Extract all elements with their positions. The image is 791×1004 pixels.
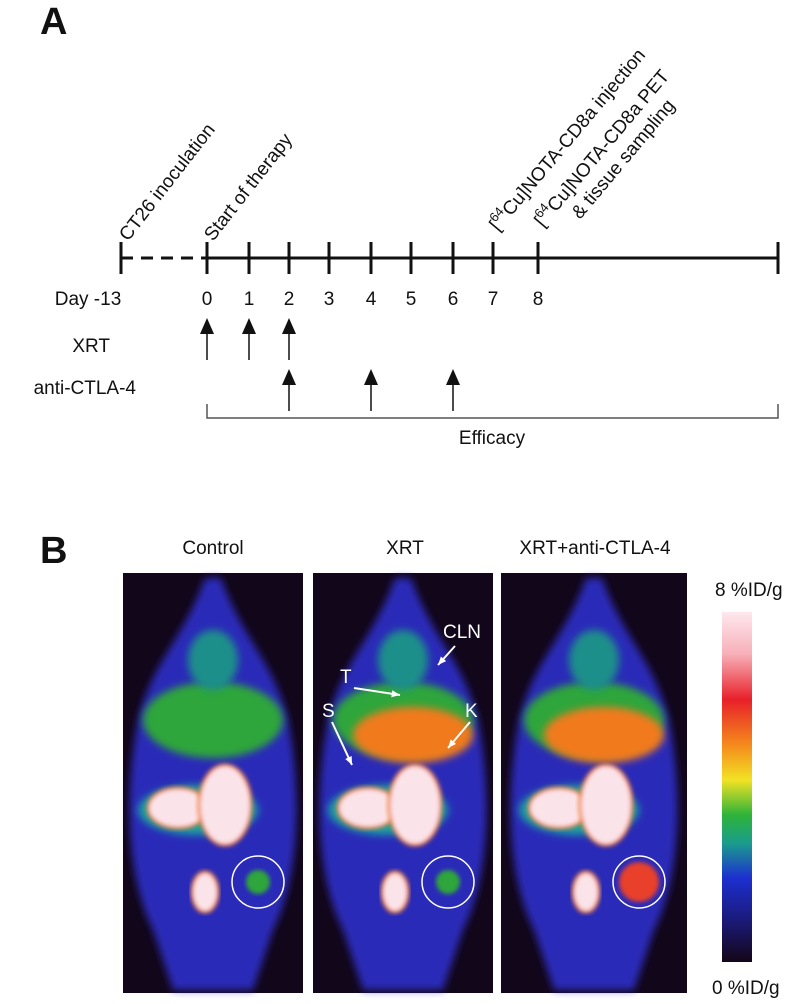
bladder <box>380 870 410 914</box>
arrow-head <box>282 318 296 334</box>
bladder <box>571 870 601 914</box>
day-label: 1 <box>244 289 255 310</box>
tumor-outline <box>612 855 666 909</box>
day-label: 8 <box>533 289 544 310</box>
scale-min: 0 %ID/g <box>712 978 780 999</box>
annotation-arrowhead <box>345 756 352 765</box>
annotation-arrowhead <box>438 656 447 665</box>
image-title: Control <box>182 538 243 559</box>
scale-max: 8 %ID/g <box>715 580 783 601</box>
panel-label: A <box>40 1 67 43</box>
image-title: XRT <box>386 538 424 559</box>
tumor-uptake <box>246 870 270 894</box>
panel-label: B <box>40 530 67 572</box>
colorbar <box>722 612 752 962</box>
row-label: anti-CTLA-4 <box>34 378 137 399</box>
pet-image <box>123 573 303 993</box>
uptake <box>143 682 283 758</box>
annotation: S <box>322 701 335 722</box>
kidney <box>387 763 443 847</box>
annotation: K <box>465 701 478 722</box>
image-title: XRT+anti-CTLA-4 <box>519 538 671 559</box>
kidney <box>197 763 253 847</box>
uptake <box>544 707 664 763</box>
day-label: 7 <box>488 289 499 310</box>
row-label: XRT <box>72 336 110 357</box>
arrow-head <box>446 369 460 385</box>
tumor-outline <box>421 855 475 909</box>
tumor-uptake <box>619 862 659 902</box>
tumor-uptake <box>436 870 460 894</box>
annotation-arrowhead <box>448 739 457 748</box>
arrow-head <box>200 318 214 334</box>
day-label: 3 <box>324 289 335 310</box>
pet-image <box>501 573 687 993</box>
image-content <box>129 578 297 990</box>
efficacy-label: Efficacy <box>459 428 526 449</box>
day-label: 0 <box>202 289 213 310</box>
arrow-head <box>364 369 378 385</box>
bladder <box>190 870 220 914</box>
day-label: 4 <box>366 289 377 310</box>
annotation-arrowhead <box>391 690 400 698</box>
day-label: 5 <box>406 289 417 310</box>
annotation: CLN <box>443 622 481 643</box>
annotation: T <box>340 667 352 688</box>
pet-image <box>313 573 493 993</box>
uptake <box>378 630 428 690</box>
image-content <box>510 578 678 990</box>
day-label: 6 <box>448 289 459 310</box>
event-label: Start of therapy <box>200 129 297 245</box>
uptake <box>188 630 238 690</box>
tumor-outline <box>231 855 285 909</box>
day-label: Day -13 <box>55 289 122 310</box>
day-label: 2 <box>284 289 295 310</box>
arrow-head <box>242 318 256 334</box>
efficacy-bracket <box>206 404 779 419</box>
arrow-head <box>282 369 296 385</box>
uptake <box>353 707 473 763</box>
image-content <box>319 578 487 990</box>
uptake <box>569 630 619 690</box>
kidney <box>578 763 634 847</box>
